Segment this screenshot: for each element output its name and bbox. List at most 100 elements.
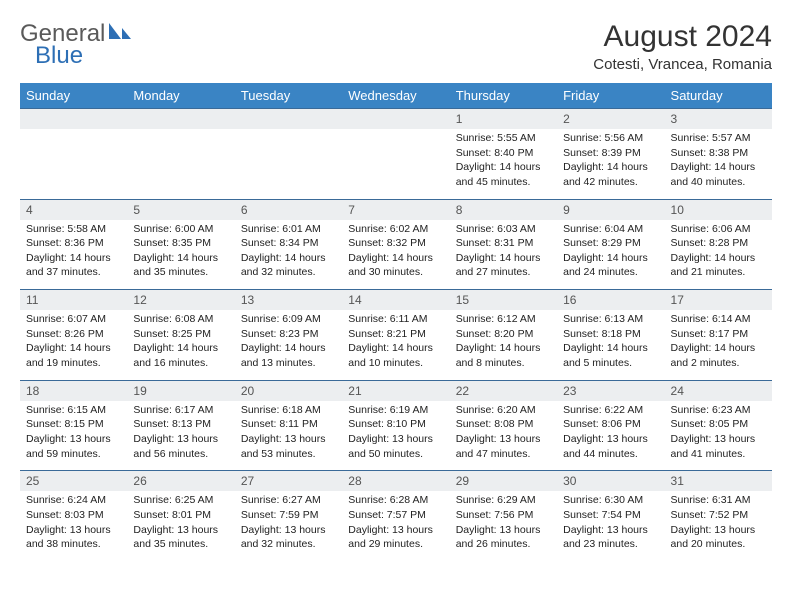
day-line-d1: Daylight: 14 hours	[671, 161, 766, 175]
day-line-d2: and 44 minutes.	[563, 448, 658, 462]
day-number: 10	[665, 200, 772, 220]
day-number: 1	[450, 109, 557, 129]
calendar-day-cell: 16Sunrise: 6:13 AMSunset: 8:18 PMDayligh…	[557, 290, 664, 381]
day-line-ss: Sunset: 8:15 PM	[26, 418, 121, 432]
day-line-d2: and 24 minutes.	[563, 266, 658, 280]
day-number: 27	[235, 471, 342, 491]
day-line-d1: Daylight: 14 hours	[671, 342, 766, 356]
day-details: Sunrise: 6:27 AMSunset: 7:59 PMDaylight:…	[235, 491, 342, 561]
day-details: Sunrise: 6:28 AMSunset: 7:57 PMDaylight:…	[342, 491, 449, 561]
logo-text-blue: Blue	[35, 42, 83, 70]
calendar-day-cell	[127, 109, 234, 200]
calendar-day-cell: 3Sunrise: 5:57 AMSunset: 8:38 PMDaylight…	[665, 109, 772, 200]
day-line-sr: Sunrise: 6:03 AM	[456, 223, 551, 237]
day-line-d1: Daylight: 14 hours	[133, 342, 228, 356]
day-line-sr: Sunrise: 6:25 AM	[133, 494, 228, 508]
day-number: 23	[557, 381, 664, 401]
day-number: 22	[450, 381, 557, 401]
day-line-d2: and 20 minutes.	[671, 538, 766, 552]
day-line-sr: Sunrise: 6:04 AM	[563, 223, 658, 237]
day-line-ss: Sunset: 8:38 PM	[671, 147, 766, 161]
day-line-ss: Sunset: 7:59 PM	[241, 509, 336, 523]
day-line-sr: Sunrise: 6:00 AM	[133, 223, 228, 237]
day-number: 25	[20, 471, 127, 491]
day-line-ss: Sunset: 8:26 PM	[26, 328, 121, 342]
day-line-d1: Daylight: 14 hours	[26, 342, 121, 356]
day-line-sr: Sunrise: 6:28 AM	[348, 494, 443, 508]
day-number: 17	[665, 290, 772, 310]
day-number: 30	[557, 471, 664, 491]
day-line-sr: Sunrise: 6:08 AM	[133, 313, 228, 327]
day-line-sr: Sunrise: 6:02 AM	[348, 223, 443, 237]
day-line-ss: Sunset: 8:17 PM	[671, 328, 766, 342]
day-line-ss: Sunset: 8:06 PM	[563, 418, 658, 432]
day-line-d2: and 21 minutes.	[671, 266, 766, 280]
day-details: Sunrise: 6:18 AMSunset: 8:11 PMDaylight:…	[235, 401, 342, 471]
day-number: 26	[127, 471, 234, 491]
calendar-day-cell: 23Sunrise: 6:22 AMSunset: 8:06 PMDayligh…	[557, 380, 664, 471]
day-line-d2: and 26 minutes.	[456, 538, 551, 552]
day-number: 15	[450, 290, 557, 310]
day-number: 21	[342, 381, 449, 401]
day-number-empty	[235, 109, 342, 129]
calendar-day-cell	[235, 109, 342, 200]
day-line-sr: Sunrise: 6:19 AM	[348, 404, 443, 418]
day-line-ss: Sunset: 8:35 PM	[133, 237, 228, 251]
day-line-d2: and 16 minutes.	[133, 357, 228, 371]
day-line-ss: Sunset: 8:10 PM	[348, 418, 443, 432]
day-line-sr: Sunrise: 6:14 AM	[671, 313, 766, 327]
day-number: 24	[665, 381, 772, 401]
weekday-header: Tuesday	[235, 83, 342, 109]
calendar-day-cell: 19Sunrise: 6:17 AMSunset: 8:13 PMDayligh…	[127, 380, 234, 471]
day-details: Sunrise: 6:31 AMSunset: 7:52 PMDaylight:…	[665, 491, 772, 561]
day-details: Sunrise: 6:29 AMSunset: 7:56 PMDaylight:…	[450, 491, 557, 561]
day-details: Sunrise: 6:14 AMSunset: 8:17 PMDaylight:…	[665, 310, 772, 380]
day-line-d2: and 35 minutes.	[133, 538, 228, 552]
day-line-sr: Sunrise: 6:01 AM	[241, 223, 336, 237]
day-line-d1: Daylight: 13 hours	[241, 524, 336, 538]
logo-sail-icon	[105, 20, 133, 48]
calendar-day-cell: 9Sunrise: 6:04 AMSunset: 8:29 PMDaylight…	[557, 199, 664, 290]
day-line-d1: Daylight: 13 hours	[133, 524, 228, 538]
day-details: Sunrise: 6:02 AMSunset: 8:32 PMDaylight:…	[342, 220, 449, 290]
day-line-ss: Sunset: 8:34 PM	[241, 237, 336, 251]
day-line-d2: and 53 minutes.	[241, 448, 336, 462]
day-line-ss: Sunset: 8:21 PM	[348, 328, 443, 342]
calendar-table: SundayMondayTuesdayWednesdayThursdayFrid…	[20, 83, 772, 561]
calendar-day-cell: 13Sunrise: 6:09 AMSunset: 8:23 PMDayligh…	[235, 290, 342, 381]
day-line-d1: Daylight: 13 hours	[456, 524, 551, 538]
day-details: Sunrise: 5:56 AMSunset: 8:39 PMDaylight:…	[557, 129, 664, 199]
day-line-d2: and 40 minutes.	[671, 176, 766, 190]
day-details: Sunrise: 6:30 AMSunset: 7:54 PMDaylight:…	[557, 491, 664, 561]
day-line-ss: Sunset: 8:39 PM	[563, 147, 658, 161]
day-details: Sunrise: 6:24 AMSunset: 8:03 PMDaylight:…	[20, 491, 127, 561]
day-number: 19	[127, 381, 234, 401]
day-line-ss: Sunset: 8:31 PM	[456, 237, 551, 251]
day-line-ss: Sunset: 8:36 PM	[26, 237, 121, 251]
weekday-header: Sunday	[20, 83, 127, 109]
day-line-d2: and 50 minutes.	[348, 448, 443, 462]
day-number: 16	[557, 290, 664, 310]
calendar-day-cell: 22Sunrise: 6:20 AMSunset: 8:08 PMDayligh…	[450, 380, 557, 471]
day-details: Sunrise: 6:09 AMSunset: 8:23 PMDaylight:…	[235, 310, 342, 380]
day-line-ss: Sunset: 7:54 PM	[563, 509, 658, 523]
calendar-day-cell: 21Sunrise: 6:19 AMSunset: 8:10 PMDayligh…	[342, 380, 449, 471]
day-line-d1: Daylight: 14 hours	[563, 161, 658, 175]
day-number: 2	[557, 109, 664, 129]
day-details: Sunrise: 6:03 AMSunset: 8:31 PMDaylight:…	[450, 220, 557, 290]
day-line-sr: Sunrise: 6:09 AM	[241, 313, 336, 327]
weekday-header: Saturday	[665, 83, 772, 109]
day-details: Sunrise: 5:58 AMSunset: 8:36 PMDaylight:…	[20, 220, 127, 290]
day-line-d1: Daylight: 13 hours	[456, 433, 551, 447]
calendar-week-row: 1Sunrise: 5:55 AMSunset: 8:40 PMDaylight…	[20, 109, 772, 200]
day-details-empty	[342, 129, 449, 191]
day-line-sr: Sunrise: 6:22 AM	[563, 404, 658, 418]
day-line-ss: Sunset: 8:05 PM	[671, 418, 766, 432]
day-line-d1: Daylight: 13 hours	[563, 524, 658, 538]
day-line-d2: and 19 minutes.	[26, 357, 121, 371]
day-line-d1: Daylight: 14 hours	[241, 252, 336, 266]
day-line-ss: Sunset: 8:28 PM	[671, 237, 766, 251]
day-details: Sunrise: 6:13 AMSunset: 8:18 PMDaylight:…	[557, 310, 664, 380]
day-line-sr: Sunrise: 6:23 AM	[671, 404, 766, 418]
day-number: 6	[235, 200, 342, 220]
